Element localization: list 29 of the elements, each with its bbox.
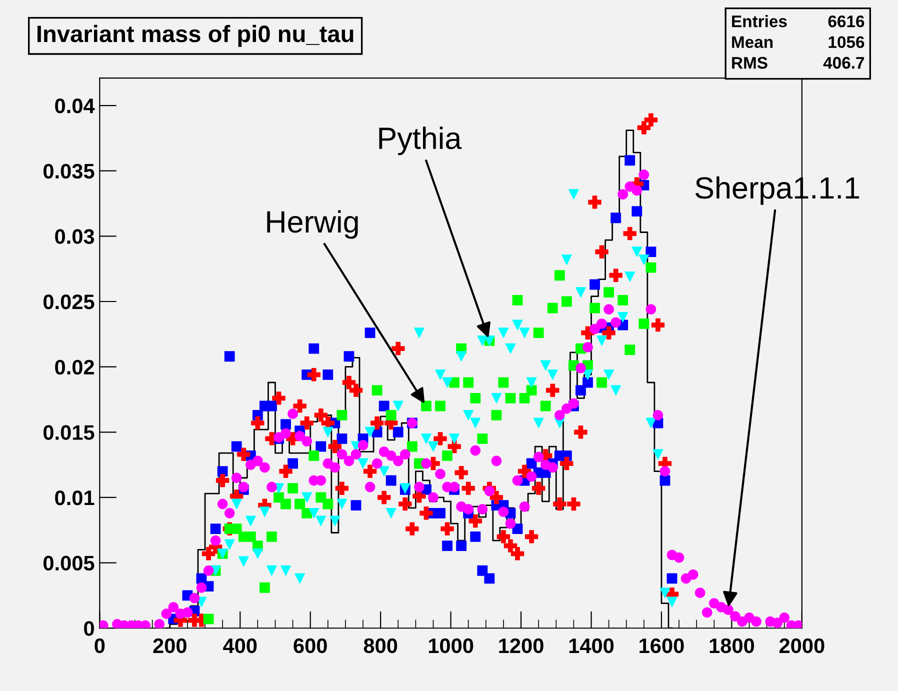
text: Entries (732, 15, 787, 28)
x-tick-label: 2000 (779, 638, 824, 654)
text: Mean (732, 36, 773, 48)
y-tick-label: 0.02 (55, 360, 94, 375)
text: 406.7 (823, 56, 864, 69)
x-tick-label: 1000 (428, 638, 474, 654)
y-tick-label: 0 (84, 621, 94, 636)
annotation: Pythia (379, 126, 462, 156)
y-tick-label: 0.025 (44, 294, 94, 310)
x-tick-label: 200 (153, 638, 186, 654)
chart-title: Invariant mass of pi0 nu_tau (38, 24, 354, 47)
y-tick-label: 0.03 (55, 229, 94, 244)
x-tick-label: 0 (94, 638, 105, 654)
text: 1056 (828, 36, 864, 48)
x-tick-label: 1800 (710, 638, 754, 654)
text: RMS (732, 56, 768, 69)
x-tick-label: 800 (364, 638, 398, 654)
x-tick-label: 1600 (640, 638, 684, 654)
y-tick-label: 0.005 (44, 556, 94, 571)
annotation: Herwig (267, 210, 358, 239)
y-tick-label: 0.01 (55, 490, 94, 506)
y-tick-label: 0.04 (55, 98, 95, 114)
y-tick-label: 0.035 (44, 164, 94, 179)
y-tick-label: 0.015 (44, 425, 94, 440)
x-tick-label: 400 (223, 638, 257, 654)
x-tick-label: 1200 (499, 638, 544, 654)
x-tick-label: 1400 (569, 638, 614, 654)
text: 6616 (828, 15, 864, 28)
x-tick-label: 600 (294, 638, 327, 654)
